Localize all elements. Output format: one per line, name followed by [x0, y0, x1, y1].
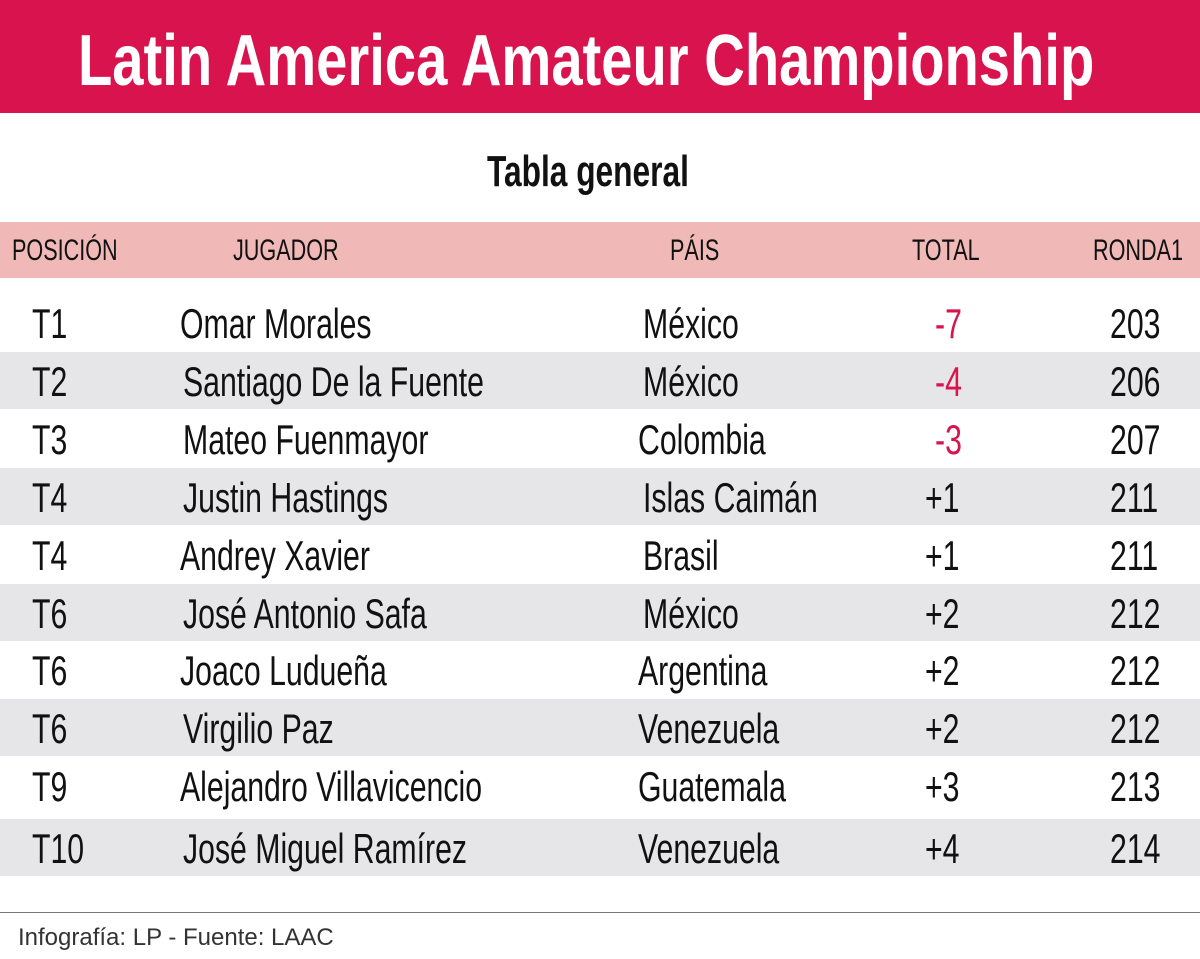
header-country: PÁIS — [670, 234, 720, 267]
country-cell: México — [643, 358, 739, 405]
table-row: T2 Santiago De la Fuente México -4 206 — [0, 352, 1200, 409]
player-cell: Alejandro Villavicencio — [180, 763, 483, 810]
table-row: T4 Andrey Xavier Brasil +1 211 — [0, 526, 1200, 583]
position-cell: T6 — [32, 647, 68, 694]
round1-cell: 212 — [1110, 705, 1161, 752]
country-cell: Islas Caimán — [643, 474, 818, 521]
table-row: T4 Justin Hastings Islas Caimán +1 211 — [0, 468, 1200, 525]
position-cell: T4 — [32, 474, 68, 521]
total-cell: +4 — [925, 825, 960, 872]
total-cell: -3 — [935, 416, 962, 463]
country-cell: Brasil — [643, 532, 719, 579]
table-subtitle: Tabla general — [487, 147, 689, 196]
total-cell: -4 — [935, 358, 962, 405]
title-banner: Latin America Amateur Championship — [0, 0, 1200, 113]
table-row: T6 José Antonio Safa México +2 212 — [0, 584, 1200, 641]
header-player: JUGADOR — [233, 234, 339, 267]
header-total: TOTAL — [912, 234, 980, 267]
round1-cell: 207 — [1110, 416, 1161, 463]
header-round1: RONDA1 — [1093, 234, 1184, 267]
total-cell: +2 — [925, 705, 960, 752]
player-cell: Justin Hastings — [183, 474, 389, 521]
position-cell: T6 — [32, 705, 68, 752]
player-cell: Joaco Ludueña — [180, 647, 387, 694]
header-position: POSICIÓN — [12, 234, 118, 267]
position-cell: T1 — [32, 300, 68, 347]
round1-cell: 211 — [1110, 474, 1159, 521]
country-cell: Argentina — [638, 647, 768, 694]
player-cell: José Miguel Ramírez — [183, 825, 468, 872]
round1-cell: 211 — [1110, 532, 1159, 579]
total-cell: +3 — [925, 763, 960, 810]
table-header: POSICIÓN JUGADOR PÁIS TOTAL RONDA1 — [0, 222, 1200, 278]
country-cell: Venezuela — [638, 705, 780, 752]
player-cell: Virgilio Paz — [183, 705, 334, 752]
total-cell: -7 — [935, 300, 962, 347]
position-cell: T10 — [32, 825, 85, 872]
total-cell: +1 — [925, 532, 960, 579]
player-cell: Mateo Fuenmayor — [183, 416, 429, 463]
position-cell: T9 — [32, 763, 68, 810]
player-cell: Andrey Xavier — [180, 532, 370, 579]
country-cell: México — [643, 300, 739, 347]
country-cell: Colombia — [638, 416, 766, 463]
page-title: Latin America Amateur Championship — [78, 21, 1095, 101]
footer-divider — [0, 912, 1200, 913]
table-row: T3 Mateo Fuenmayor Colombia -3 207 — [0, 410, 1200, 467]
country-cell: Guatemala — [638, 763, 786, 810]
position-cell: T6 — [32, 590, 68, 637]
player-cell: Santiago De la Fuente — [183, 358, 484, 405]
position-cell: T3 — [32, 416, 68, 463]
table-row: T6 Virgilio Paz Venezuela +2 212 — [0, 699, 1200, 756]
table-row: T10 José Miguel Ramírez Venezuela +4 214 — [0, 819, 1200, 876]
total-cell: +2 — [925, 590, 960, 637]
round1-cell: 206 — [1110, 358, 1161, 405]
country-cell: Venezuela — [638, 825, 780, 872]
round1-cell: 212 — [1110, 590, 1161, 637]
country-cell: México — [643, 590, 739, 637]
position-cell: T2 — [32, 358, 68, 405]
table-row: T6 Joaco Ludueña Argentina +2 212 — [0, 641, 1200, 698]
footer-credit: Infografía: LP - Fuente: LAAC — [18, 924, 334, 951]
round1-cell: 203 — [1110, 300, 1161, 347]
player-cell: Omar Morales — [180, 300, 372, 347]
player-cell: José Antonio Safa — [183, 590, 427, 637]
position-cell: T4 — [32, 532, 68, 579]
table-row: T1 Omar Morales México -7 203 — [0, 294, 1200, 351]
total-cell: +1 — [925, 474, 960, 521]
table-row: T9 Alejandro Villavicencio Guatemala +3 213 — [0, 757, 1200, 814]
round1-cell: 214 — [1110, 825, 1161, 872]
round1-cell: 213 — [1110, 763, 1161, 810]
total-cell: +2 — [925, 647, 960, 694]
round1-cell: 212 — [1110, 647, 1161, 694]
